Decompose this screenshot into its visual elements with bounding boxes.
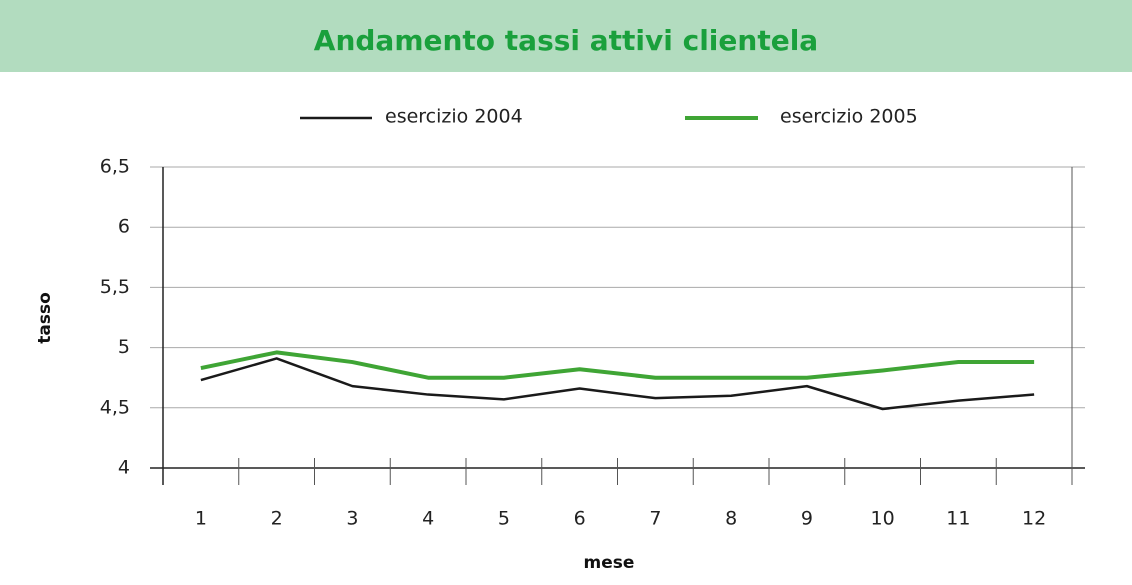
x-tick-label: 10 bbox=[871, 508, 895, 530]
x-axis-title: mese bbox=[584, 553, 635, 573]
legend-label: esercizio 2004 bbox=[385, 106, 523, 128]
y-tick-label: 5,5 bbox=[100, 276, 130, 298]
y-tick-label: 4 bbox=[118, 457, 130, 479]
x-tick-label: 1 bbox=[195, 508, 207, 530]
y-tick-label: 6,5 bbox=[100, 156, 130, 178]
y-axis-title: tasso bbox=[35, 292, 55, 344]
series-line bbox=[200, 357, 1035, 411]
series-line bbox=[200, 350, 1035, 380]
x-tick-label: 3 bbox=[346, 508, 358, 530]
header-band bbox=[0, 0, 1132, 72]
x-tick-label: 2 bbox=[271, 508, 283, 530]
legend-label: esercizio 2005 bbox=[780, 106, 918, 128]
y-tick-label: 6 bbox=[118, 216, 130, 238]
x-tick-label: 12 bbox=[1022, 508, 1046, 530]
y-tick-label: 5 bbox=[118, 336, 130, 358]
x-tick-label: 4 bbox=[422, 508, 434, 530]
x-tick-label: 9 bbox=[801, 508, 813, 530]
y-tick-label: 4,5 bbox=[100, 396, 130, 418]
chart-title: Andamento tassi attivi clientela bbox=[314, 24, 818, 57]
x-tick-label: 7 bbox=[649, 508, 661, 530]
x-tick-label: 5 bbox=[498, 508, 510, 530]
x-tick-label: 8 bbox=[725, 508, 737, 530]
x-tick-label: 6 bbox=[574, 508, 586, 530]
x-tick-label: 11 bbox=[946, 508, 970, 530]
